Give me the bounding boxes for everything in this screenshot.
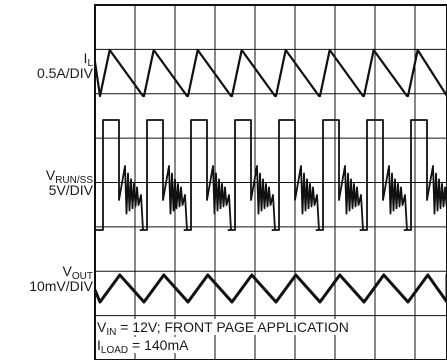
annotation-input-voltage: VIN = 12V; FRONT PAGE APPLICATION	[97, 319, 353, 338]
channel-name-inductor-current: IL	[83, 50, 93, 69]
trace-inductor-current	[93, 48, 447, 98]
channel-scale-run-ss-voltage: 5V/DIV	[48, 182, 93, 198]
trace-output-voltage	[93, 273, 447, 304]
channel-scale-output-voltage: 10mV/DIV	[29, 278, 93, 294]
annotation-load-current: ILOAD = 140mA	[97, 337, 193, 356]
channel-label-run-ss-voltage: VRUN/SS 5V/DIV	[46, 168, 93, 198]
channel-name-output-voltage: VOUT	[62, 263, 93, 282]
channel-label-output-voltage: VOUT 10mV/DIV	[29, 264, 93, 294]
trace-run-ss-voltage	[95, 119, 447, 231]
scope-traces	[93, 48, 447, 304]
channel-name-run-ss-voltage: VRUN/SS	[45, 167, 93, 186]
channel-label-inductor-current: IL 0.5A/DIV	[37, 51, 93, 81]
channel-scale-inductor-current: 0.5A/DIV	[36, 65, 93, 81]
